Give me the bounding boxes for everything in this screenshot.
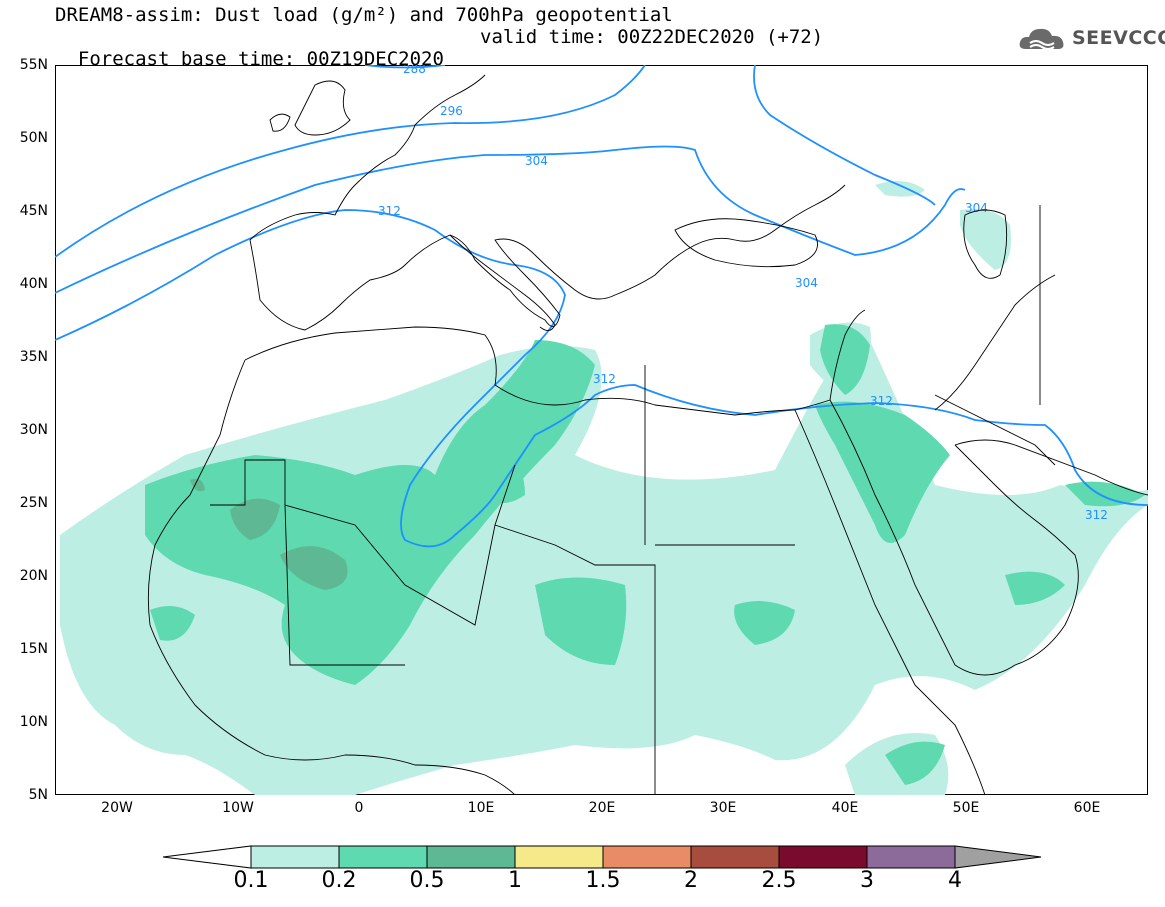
- contour-label: 312: [1085, 508, 1108, 522]
- colorbar-label: 3: [860, 868, 874, 893]
- lat-tick: 35N: [19, 349, 48, 365]
- lat-tick: 10N: [19, 714, 48, 730]
- lon-tick: 30E: [709, 800, 737, 816]
- colorbar: [163, 845, 1042, 869]
- colorbar-swatch: [250, 845, 340, 869]
- lat-tick: 45N: [19, 203, 48, 219]
- colorbar-swatch: [778, 845, 868, 869]
- lat-tick: 5N: [28, 787, 48, 803]
- forecast-times: Forecast base time: 00Z19DEC2020 valid t…: [55, 26, 823, 92]
- lon-tick: 60E: [1073, 800, 1101, 816]
- colorbar-label: 4: [948, 868, 962, 893]
- colorbar-label: 0.2: [321, 868, 357, 893]
- lon-tick: 0: [354, 800, 364, 816]
- lat-tick: 50N: [19, 130, 48, 146]
- geopotential-contours: [55, 65, 1148, 548]
- contour-label: 304: [795, 276, 818, 290]
- colorbar-label: 0.1: [233, 868, 269, 893]
- colorbar-swatch: [514, 845, 604, 869]
- coastlines: [147, 74, 1148, 795]
- colorbar-swatch: [426, 845, 516, 869]
- base-time: Forecast base time: 00Z19DEC2020: [77, 48, 444, 70]
- colorbar-swatch: [602, 845, 692, 869]
- colorbar-label: 1: [508, 868, 522, 893]
- colorbar-high-arrow: [954, 845, 1042, 869]
- contour-label: 312: [593, 372, 616, 386]
- contour-label: 312: [870, 394, 893, 408]
- lon-tick: 50E: [952, 800, 980, 816]
- contour-label: 288: [403, 65, 426, 76]
- lon-tick: 10E: [467, 800, 495, 816]
- colorbar-swatch: [866, 845, 956, 869]
- colorbar-swatch: [338, 845, 428, 869]
- colorbar-low-arrow: [163, 845, 252, 869]
- lat-tick: 15N: [19, 641, 48, 657]
- colorbar-swatch: [690, 845, 780, 869]
- seevccc-logo: SEEVCCC: [1018, 25, 1165, 55]
- valid-time: valid time: 00Z22DEC2020 (+72): [480, 26, 824, 48]
- colorbar-label: 0.5: [409, 868, 445, 893]
- contour-label: 304: [525, 154, 548, 168]
- colorbar-label: 2: [684, 868, 698, 893]
- lon-tick: 20W: [101, 800, 133, 816]
- lat-tick: 25N: [19, 495, 48, 511]
- chart-title: DREAM8-assim: Dust load (g/m²) and 700hP…: [55, 4, 673, 26]
- logo-text: SEEVCCC: [1072, 27, 1165, 49]
- lat-tick: 55N: [19, 57, 48, 73]
- lat-tick: 30N: [19, 422, 48, 438]
- lon-tick: 20E: [588, 800, 616, 816]
- lat-tick: 20N: [19, 568, 48, 584]
- colorbar-label: 2.5: [761, 868, 797, 893]
- lon-tick: 10W: [222, 800, 254, 816]
- contour-label: 304: [965, 201, 988, 215]
- dust-level-0.5: [190, 478, 348, 590]
- contour-label: 312: [378, 204, 401, 218]
- lat-tick: 40N: [19, 276, 48, 292]
- lon-tick: 40E: [831, 800, 859, 816]
- cloud-icon: [1019, 28, 1064, 50]
- contour-label: 296: [440, 104, 463, 118]
- dust-map: 288 296 304 312 304 304 312 312 312: [55, 65, 1148, 795]
- colorbar-label: 1.5: [585, 868, 621, 893]
- dust-level-0.2: [145, 324, 1145, 785]
